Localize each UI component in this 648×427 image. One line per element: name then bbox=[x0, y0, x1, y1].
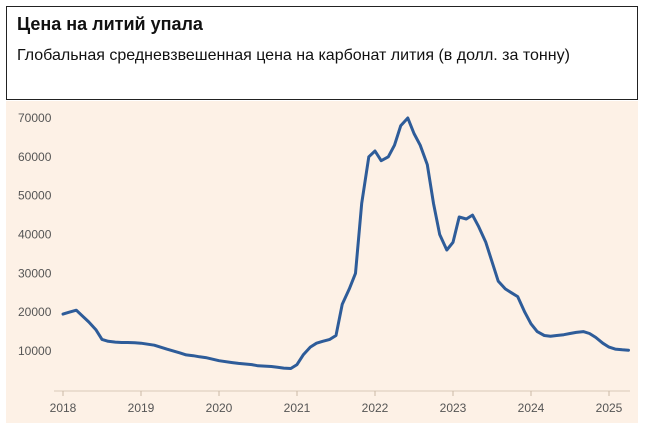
x-tick-label: 2024 bbox=[518, 401, 545, 415]
chart-header: Цена на литий упала Глобальная средневзв… bbox=[6, 6, 638, 100]
plot-area bbox=[6, 101, 638, 423]
x-tick-label: 2023 bbox=[440, 401, 467, 415]
y-tick-label: 60000 bbox=[18, 150, 52, 164]
x-tick-label: 2019 bbox=[128, 401, 155, 415]
series-line bbox=[61, 116, 630, 370]
y-tick-label: 20000 bbox=[18, 305, 52, 319]
x-tick-label: 2022 bbox=[362, 401, 389, 415]
y-tick-label: 50000 bbox=[18, 189, 52, 203]
x-tick-label: 2018 bbox=[50, 401, 77, 415]
x-tick-label: 2020 bbox=[206, 401, 233, 415]
y-tick-label: 40000 bbox=[18, 228, 52, 242]
x-tick-label: 2025 bbox=[596, 401, 623, 415]
chart-subtitle: Глобальная средневзвешенная цена на карб… bbox=[17, 47, 570, 64]
y-tick-label: 10000 bbox=[18, 344, 52, 358]
x-tick-label: 2021 bbox=[284, 401, 311, 415]
y-axis: 10000 20000 30000 40000 50000 60000 70000 bbox=[18, 111, 52, 358]
x-axis: 2018 2019 2020 2021 2022 2023 2024 2025 bbox=[50, 390, 630, 415]
chart-title: Цена на литий упала bbox=[17, 14, 203, 34]
y-tick-label: 70000 bbox=[18, 111, 52, 125]
y-tick-label: 30000 bbox=[18, 266, 52, 280]
